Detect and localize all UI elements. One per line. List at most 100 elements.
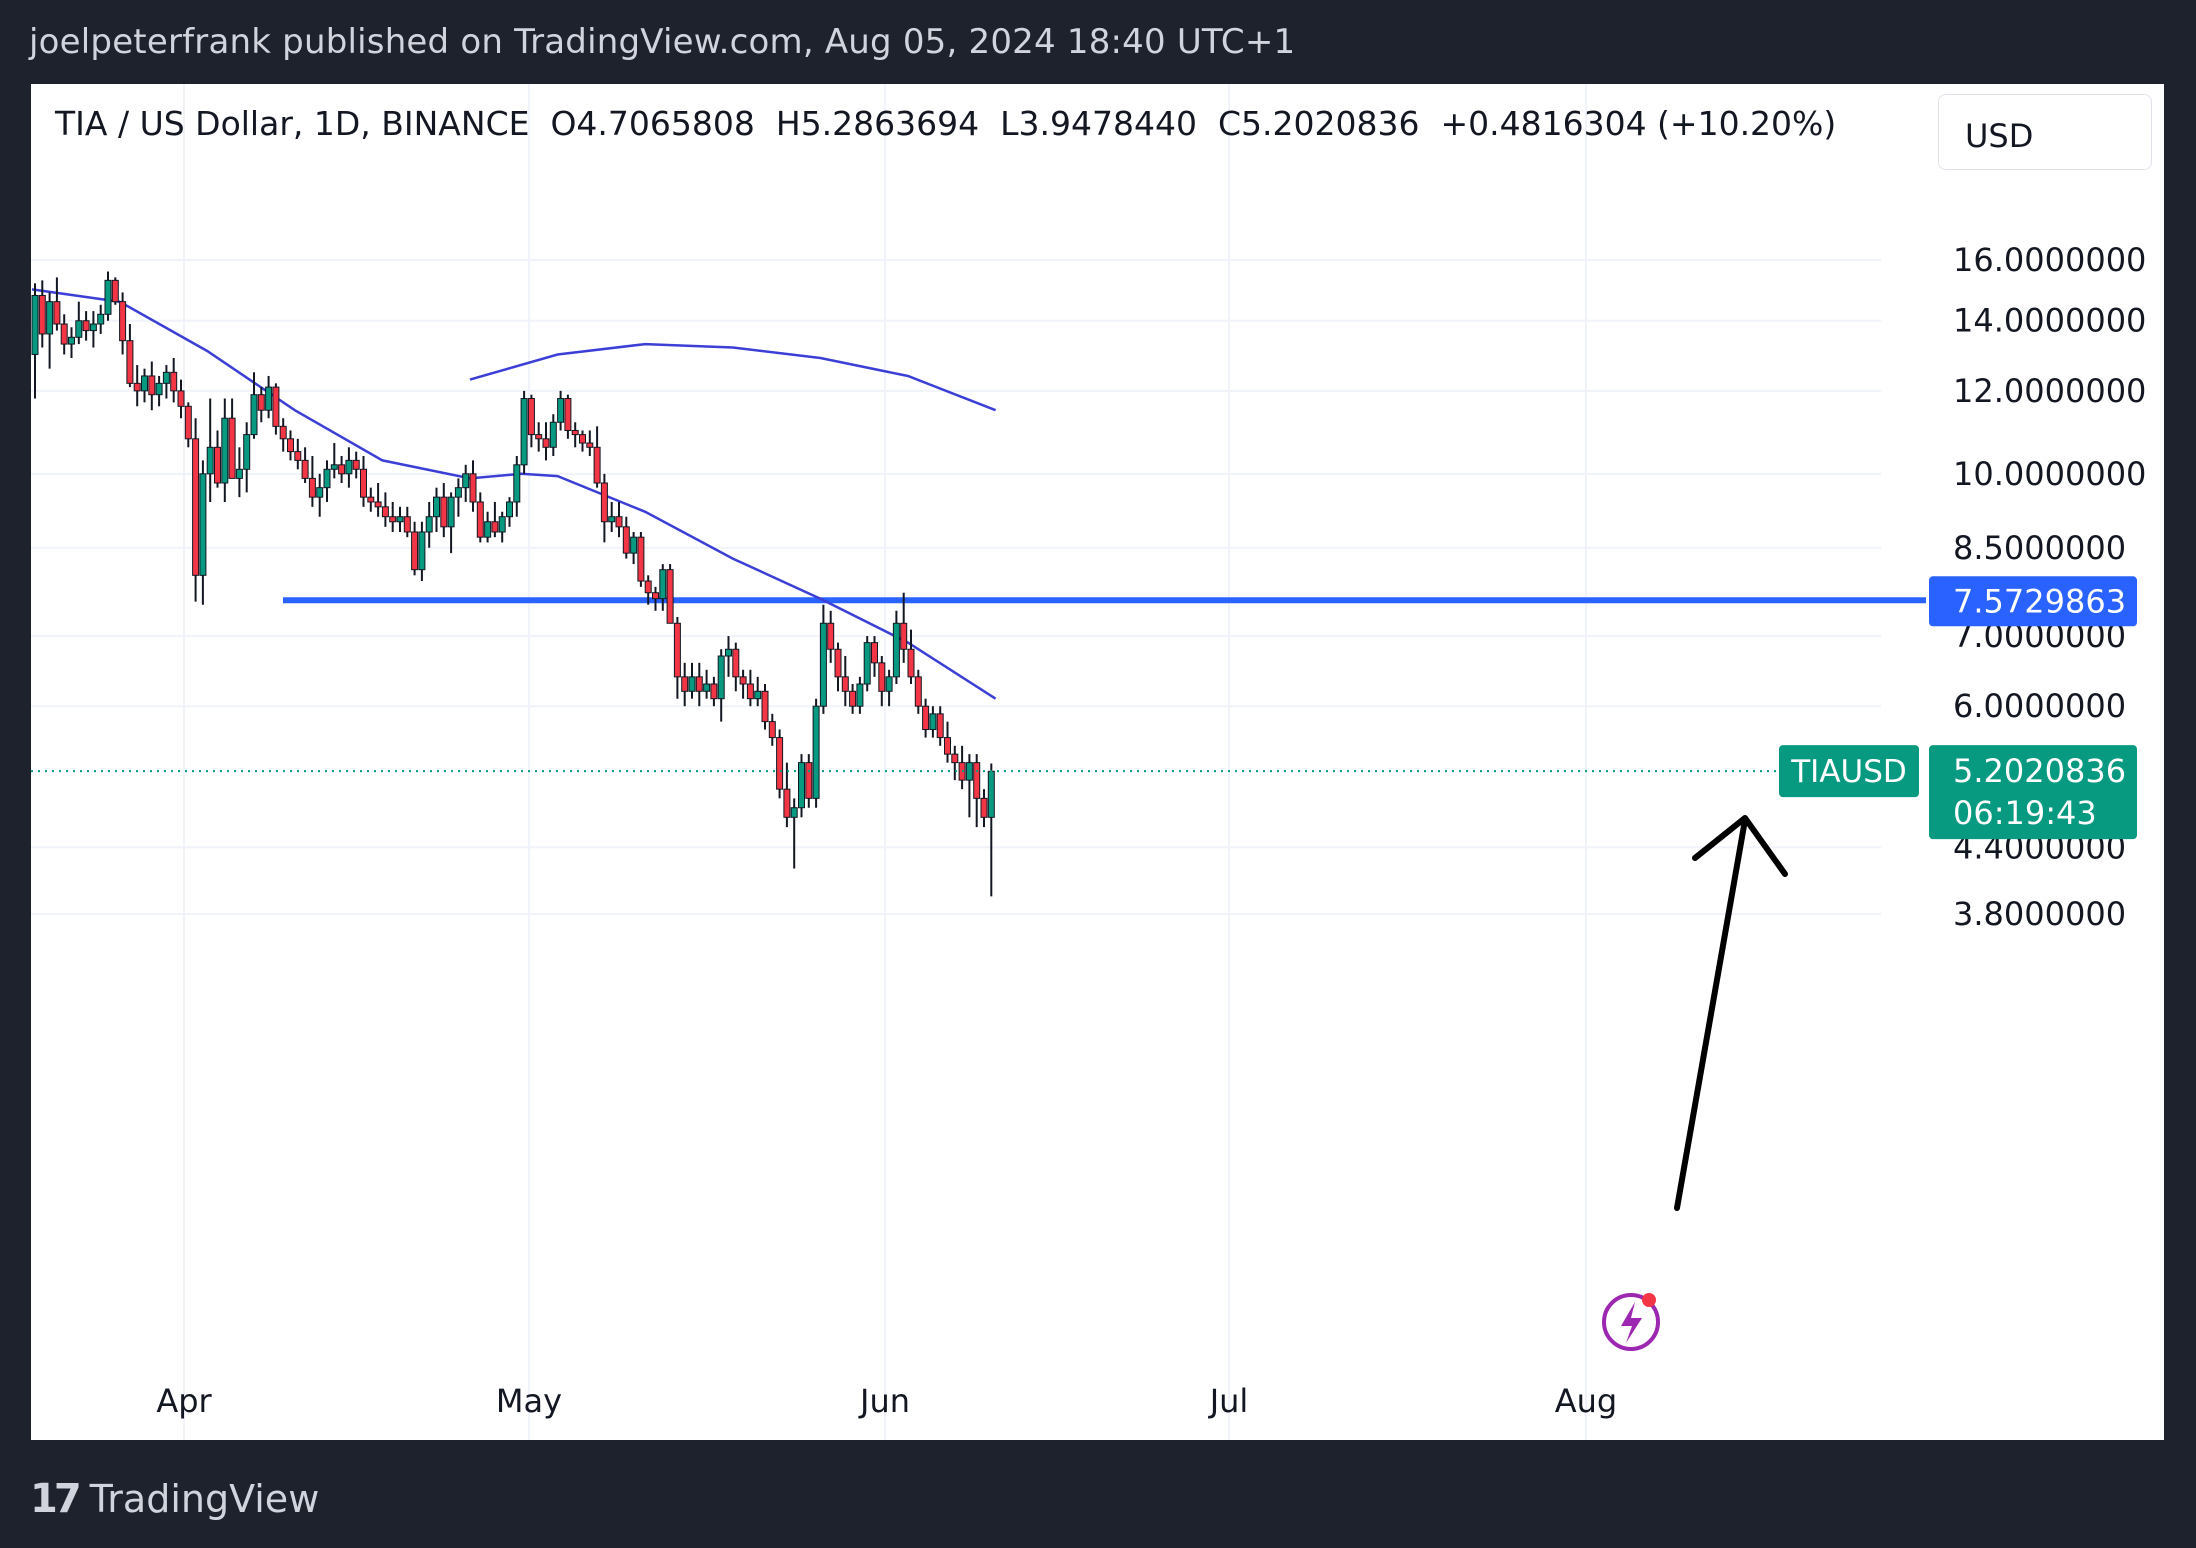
candle-body [192,438,200,576]
candle-body [184,405,192,440]
candle-body [257,394,265,411]
candle [725,636,732,677]
candle [571,422,579,448]
candle [374,483,382,517]
candle-body [652,592,659,600]
price-badges: 7.5729863 TIAUSD 5.2020836 06:19:43 [1779,576,2137,840]
candle-body [491,521,499,533]
price-tick-label: 12.0000000 [1953,372,2146,410]
candle-body [82,320,90,332]
candle [338,455,346,484]
candle [330,443,338,479]
legend-high: H5.2863694 [775,104,980,143]
chart-panel[interactable]: 16.0000000 14.0000000 12.0000000 10.0000000… [31,84,2164,1440]
candle-body [381,506,389,518]
candle-body [973,762,981,799]
candle-body [367,496,375,503]
candle-body [469,473,477,503]
candle [206,398,214,502]
candle [411,521,419,576]
candle [192,418,200,602]
time-tick-label: Aug [1555,1382,1617,1420]
candle-body [608,516,616,523]
candle [425,501,433,548]
candle [279,418,287,452]
candle [768,713,776,746]
candle [973,754,981,828]
time-tick-label: Apr [156,1382,212,1420]
candle [630,531,638,565]
candle-body [374,501,382,508]
price-chart[interactable]: 16.0000000 14.0000000 12.0000000 10.0000000… [31,84,2164,1440]
currency-selector[interactable]: USD [1938,94,2152,170]
candle-body [433,496,440,518]
candle-body [126,340,134,384]
candle-body [323,468,331,489]
legend-low: L3.9478440 [1000,104,1197,143]
candle-body [754,690,762,700]
candle-body [89,323,97,332]
candle-body [746,683,754,700]
candle [323,460,331,502]
candle-body [206,446,214,475]
symbol-legend: TIA / US Dollar, 1D, BINANCE O4.7065808 … [55,104,1836,143]
candle-body [535,434,543,440]
candle-body [622,526,630,554]
candle-body [834,648,842,678]
candle [922,698,930,738]
candle [177,379,185,419]
candle-body [732,648,740,678]
candle [739,669,747,699]
candle [980,789,988,828]
candle [491,501,499,538]
candle [60,314,68,355]
candle-body [301,459,309,479]
candle [447,492,455,554]
notification-dot [1642,1293,1656,1307]
publish-line: joelpeterfrank published on TradingView.… [29,22,1296,62]
candle [783,762,791,828]
candle-body [111,279,119,303]
candle-body [272,386,280,427]
candle [46,292,54,369]
candle [75,301,83,345]
candle-body [162,371,170,384]
candle-body [914,676,922,707]
candle [936,706,944,746]
tradingview-logo[interactable]: 17 TradingView [30,1476,319,1522]
candle-body [506,501,513,518]
candle-body [214,446,221,484]
candle-body [637,536,645,582]
price-tick-label: 6.0000000 [1953,687,2126,725]
candle [82,311,90,341]
candle [892,610,900,685]
candle-body [681,676,689,692]
candle [389,501,397,532]
arrow-shaft [1674,817,1748,1211]
price-tick-label: 3.8000000 [1953,895,2126,933]
candle [257,387,265,423]
candle-body [308,477,316,498]
candle [440,483,448,538]
candle-body [46,301,54,335]
candle [871,636,878,677]
lightning-icon[interactable] [1602,1293,1660,1351]
candle [111,277,119,305]
candle [294,438,302,470]
candle [126,324,134,388]
candle [798,754,805,818]
candle-body [170,371,178,392]
candle [557,390,565,431]
candle-body [418,531,426,571]
candle [367,487,375,512]
candle [856,676,864,714]
arrow-head [1692,815,1788,877]
candle [900,592,908,663]
candle [265,375,273,419]
candle-body [352,459,360,470]
candle [834,642,842,692]
candle [659,564,667,611]
candle [695,662,703,707]
candle [849,684,857,714]
legend-close: C5.2020836 [1217,104,1420,143]
